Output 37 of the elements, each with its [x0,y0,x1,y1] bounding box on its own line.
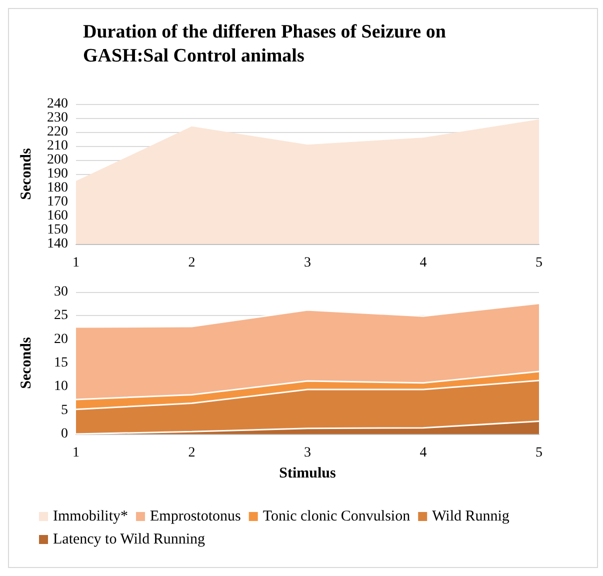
x-tick-label: 1 [72,256,80,270]
legend-label: Immobility* [53,508,128,524]
y-tick-label: 160 [47,208,68,224]
x-tick-label: 1 [72,446,80,460]
y-tick-label: 15 [54,356,68,370]
y-tick-label: 150 [47,222,68,238]
x-tick-label: 5 [536,256,542,270]
y-tick-label: 170 [47,194,68,210]
y-tick-label: 220 [47,124,68,140]
legend-label: Emprostotonus [150,508,241,524]
x-tick-label: 3 [304,256,311,270]
y-tick-label: 210 [47,138,68,154]
y-tick-label: 5 [61,402,68,418]
legend-label: Wild Runnig [432,508,510,524]
y-axis-title: Seconds [18,148,34,200]
y-tick-label: 10 [54,379,68,394]
y-tick-label: 190 [47,166,68,182]
y-tick-label: 140 [47,236,68,252]
y-tick-label: 30 [54,284,68,300]
y-tick-label: 200 [47,152,68,168]
x-tick-label: 2 [188,446,196,460]
y-tick-label: 230 [47,110,68,126]
legend-label: Latency to Wild Running [53,532,206,548]
chart-title: Duration of the differen Phases of Seizure on GASH:Sal Control animals [83,22,451,66]
legend-label: Tonic clonic Convulsion [262,508,411,524]
y-tick-label: 240 [47,96,68,112]
y-tick-label: 180 [47,180,68,196]
x-tick-label: 5 [536,446,542,460]
x-axis-title: Stimulus [279,466,336,482]
x-tick-label: 3 [304,446,311,460]
y-axis-title: Seconds [18,337,34,389]
x-tick-label: 2 [188,256,196,270]
y-tick-label: 20 [54,332,68,347]
y-tick-label: 25 [54,308,68,324]
x-tick-label: 4 [420,256,427,270]
x-tick-label: 4 [420,446,427,460]
y-tick-label: 0 [61,426,68,442]
